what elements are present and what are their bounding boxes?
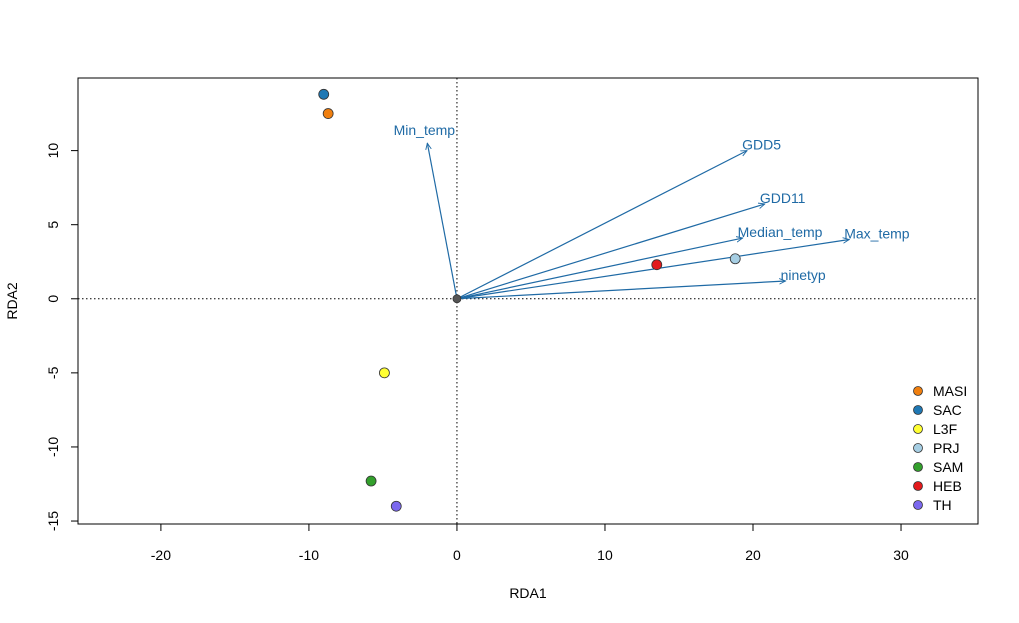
- legend-marker: [913, 481, 923, 491]
- biplot-arrow: [456, 204, 765, 300]
- x-tick-label: 20: [745, 547, 761, 563]
- biplot-arrow: [456, 281, 786, 300]
- legend-label: SAC: [933, 402, 962, 418]
- y-tick-label: 5: [45, 221, 61, 229]
- legend-marker: [913, 462, 923, 472]
- legend: MASI SAC L3F PRJ SAM HEB TH: [913, 383, 967, 513]
- site-point: [379, 367, 390, 379]
- x-tick-label: -20: [151, 547, 171, 563]
- y-tick-label: -5: [45, 366, 61, 379]
- y-tick-label: 10: [45, 143, 61, 159]
- biplot-arrow-label: ninetyp: [781, 267, 826, 283]
- origin-point: [452, 294, 462, 304]
- biplot-arrow: [427, 143, 458, 299]
- legend-label: TH: [933, 497, 952, 513]
- legend-marker: [913, 424, 923, 434]
- legend-label: SAM: [933, 459, 963, 475]
- x-tick-label: 30: [893, 547, 909, 563]
- site-point: [729, 253, 741, 265]
- biplot-arrow-label: GDD11: [760, 190, 806, 206]
- legend-marker: [913, 443, 923, 453]
- x-axis-title: RDA1: [509, 585, 547, 601]
- biplot-arrow: [456, 238, 743, 300]
- site-point: [322, 108, 334, 119]
- site-point: [365, 475, 377, 487]
- biplot-arrow-label: GDD5: [742, 137, 781, 153]
- biplot-arrow-label: Min_temp: [394, 122, 456, 138]
- legend-marker: [913, 386, 923, 396]
- legend-label: PRJ: [933, 440, 959, 456]
- plot-frame: [77, 77, 979, 525]
- legend-marker: [913, 500, 923, 510]
- biplot-arrow-label: Median_temp: [738, 224, 823, 240]
- y-tick-label: -10: [45, 437, 61, 457]
- site-point: [318, 88, 330, 100]
- site-point: [390, 500, 402, 512]
- y-tick-label: 0: [45, 295, 61, 303]
- legend-marker: [913, 405, 923, 415]
- x-tick-label: -10: [299, 547, 319, 563]
- x-tick-label: 0: [453, 547, 461, 563]
- biplot-arrows: Min_temp GDD5 GDD11 Median_temp Max_tempnine…: [394, 122, 910, 300]
- x-axis: -20 -10 0 10 20 30: [151, 523, 909, 563]
- legend-label: HEB: [933, 478, 962, 494]
- y-axis: -15 -10 -5 0 5 10: [45, 143, 79, 531]
- biplot-arrow: [456, 240, 849, 300]
- reference-lines: [78, 78, 978, 524]
- biplot-arrow-label: Max_temp: [844, 226, 910, 242]
- y-tick-label: -15: [45, 511, 61, 531]
- legend-label: L3F: [933, 421, 957, 437]
- x-tick-label: 10: [597, 547, 613, 563]
- site-point: [651, 259, 663, 271]
- biplot-arrow: [456, 150, 747, 300]
- legend-label: MASI: [933, 383, 967, 399]
- y-axis-title: RDA2: [4, 282, 20, 320]
- site-points: [318, 88, 741, 512]
